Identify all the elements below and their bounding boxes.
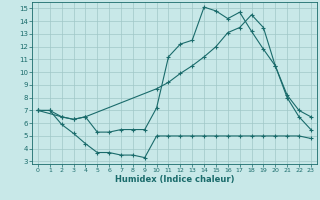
X-axis label: Humidex (Indice chaleur): Humidex (Indice chaleur) [115, 175, 234, 184]
